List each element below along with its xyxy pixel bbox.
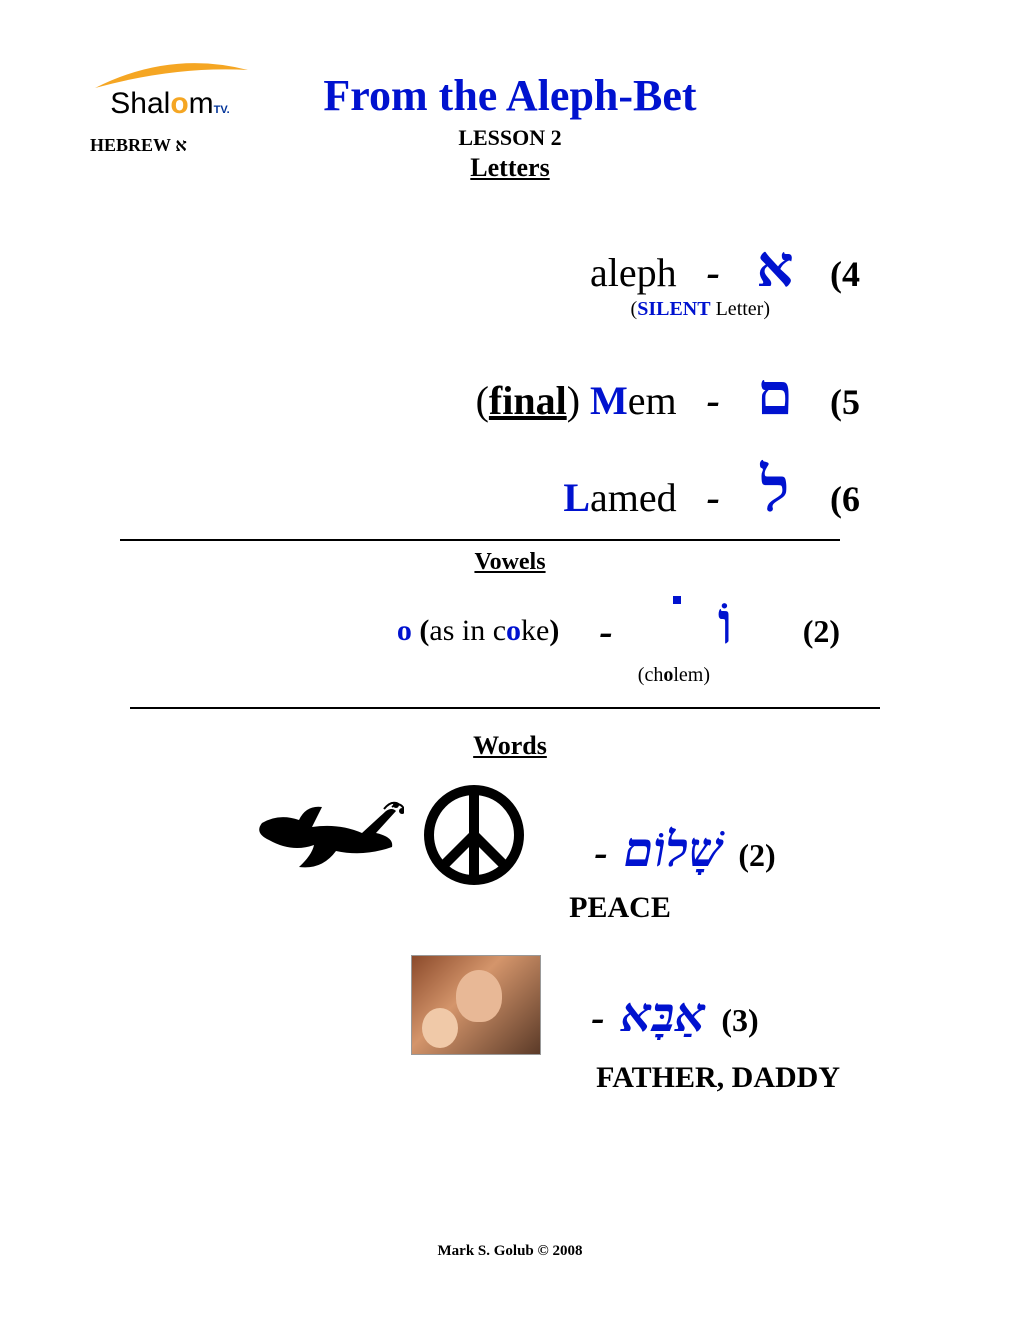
word-number: (3) xyxy=(721,1002,758,1039)
hebrew-label: HEBREW א xyxy=(90,135,187,156)
hebrew-letter-mem: ם xyxy=(750,361,800,428)
letter-number: (6 xyxy=(830,478,860,520)
father-english: FATHER, DADDY xyxy=(100,1061,920,1095)
letter-row-lamed: Lamed - ל (6 xyxy=(100,456,920,527)
word-father-section: - אַבָּא (3) FATHER, DADDY xyxy=(100,955,920,1095)
dash-icon: - xyxy=(594,829,607,876)
cholem-note: (cholem) xyxy=(100,664,920,687)
peace-symbol-icon xyxy=(424,785,524,885)
dash-icon: - xyxy=(707,249,720,296)
divider xyxy=(120,539,840,541)
vowels-heading: Vowels xyxy=(100,549,920,576)
father-photo-icon xyxy=(411,955,541,1055)
vowel-row: o (as in coke) - וֹ (2) xyxy=(100,596,920,666)
letters-heading: Letters xyxy=(100,153,920,183)
letter-row-mem: (final) Mem - ם (5 xyxy=(100,361,920,428)
logo-brand: Shalom xyxy=(110,87,213,120)
letter-name: Lamed xyxy=(477,474,677,521)
hebrew-letter-lamed: ל xyxy=(750,456,800,527)
word-peace-section: - שָׁלוֹם (2) PEACE xyxy=(100,785,920,925)
dash-icon: - xyxy=(599,608,612,655)
hebrew-letter-aleph: א xyxy=(750,233,800,300)
cholem-vav-icon: וֹ xyxy=(718,590,733,657)
peace-english: PEACE xyxy=(100,891,920,925)
letter-number: (5 xyxy=(830,381,860,423)
vowel-glyph: וֹ xyxy=(653,596,763,666)
hebrew-word-shalom: שָׁלוֹם xyxy=(624,823,723,878)
vowel-sound: o (as in coke) xyxy=(397,614,559,648)
vowel-number: (2) xyxy=(803,613,840,650)
divider xyxy=(130,707,880,709)
silent-note: (SILENT Letter) xyxy=(100,298,920,321)
logo-text: ShalomTV. xyxy=(90,87,250,121)
father-hebrew-block: - אַבָּא (3) xyxy=(591,968,758,1043)
words-heading: Words xyxy=(100,731,920,761)
copyright: Mark S. Golub © 2008 xyxy=(0,1243,1020,1260)
letter-number: (4 xyxy=(830,253,860,295)
logo-swoosh-icon xyxy=(90,60,250,90)
word-number: (2) xyxy=(738,837,775,874)
logo-tv: TV. xyxy=(214,104,230,116)
cholem-dot-icon xyxy=(673,596,681,604)
lesson-label: LESSON 2 xyxy=(100,125,920,151)
dash-icon: - xyxy=(707,474,720,521)
hebrew-word-abba: אַבָּא xyxy=(621,988,706,1043)
letter-row-aleph: aleph - א (4 xyxy=(100,233,920,300)
dash-icon: - xyxy=(707,377,720,424)
peace-hebrew-block: - שָׁלוֹם (2) xyxy=(594,793,775,878)
letter-name: aleph xyxy=(477,249,677,296)
dove-icon xyxy=(244,785,404,885)
dash-icon: - xyxy=(591,994,604,1041)
logo: ShalomTV. xyxy=(90,60,250,121)
letter-name: (final) Mem xyxy=(476,377,677,424)
